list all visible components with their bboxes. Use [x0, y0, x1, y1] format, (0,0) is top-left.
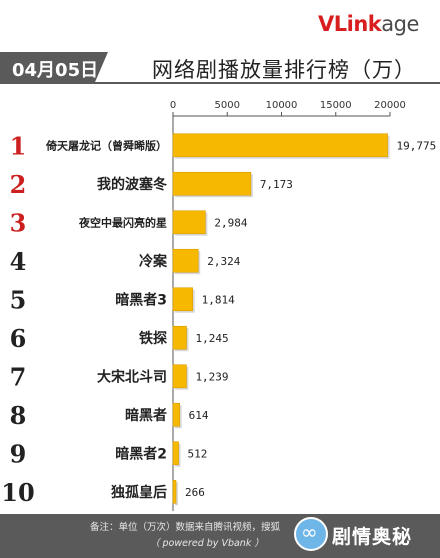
category-label: 冷案: [139, 253, 168, 270]
bar-shadow: [175, 482, 178, 506]
rank-number: 1: [10, 131, 27, 160]
x-tick-label: 5000: [215, 100, 240, 111]
rank-number: 3: [10, 208, 27, 237]
category-label: 铁探: [139, 330, 167, 347]
value-label: 614: [189, 409, 209, 422]
bar-chart: 0 5000 10000 15000 20000 1 倚天屠龙记（曾舜晞版） 19,775 2 我…: [1, 100, 437, 511]
category-label: 我的波塞冬: [97, 176, 167, 193]
date-label: 04月05日: [12, 60, 99, 81]
footer-note: 备注：单位（万次）数据来自腾讯视频，搜狐: [90, 522, 281, 533]
value-label: 2,984: [214, 216, 247, 229]
category-label: 暗黑者3: [115, 291, 167, 308]
value-label: 19,775: [397, 139, 437, 152]
footer-credit: （ powered by Vbank ）: [150, 538, 264, 549]
logo-age: age: [381, 12, 419, 36]
watermark-text: 剧情奥秘: [332, 526, 413, 548]
category-label: 夜空中最闪亮的星: [78, 215, 167, 229]
x-tick-label: 15000: [320, 100, 352, 111]
value-label: 7,173: [260, 178, 293, 191]
bar: [172, 210, 206, 235]
value-label: 1,239: [195, 370, 228, 383]
category-label: 大宋北斗司: [97, 368, 167, 385]
bar: [172, 133, 388, 158]
bar: [172, 402, 180, 427]
category-label: 暗黑者2: [115, 445, 167, 462]
x-tick-label: 0: [170, 100, 176, 111]
header-divider: [0, 82, 440, 84]
category-label: 独孤皇后: [111, 484, 167, 501]
x-tick-label: 20000: [374, 100, 406, 111]
bar: [172, 325, 187, 350]
rank-number: 10: [1, 478, 34, 507]
category-label: 暗黑者: [125, 407, 167, 424]
bar: [172, 441, 179, 466]
bar: [172, 248, 199, 273]
value-label: 512: [188, 447, 208, 460]
rank-number: 8: [10, 401, 27, 430]
rank-number: 7: [10, 362, 27, 391]
logo-link: Link: [333, 12, 382, 36]
infinity-icon: ∞: [301, 520, 318, 544]
x-tick-label: 10000: [266, 100, 298, 111]
bar: [172, 479, 177, 504]
rank-number: 4: [10, 247, 27, 276]
vlinkage-logo: VLinkage: [318, 12, 419, 36]
rank-number: 2: [10, 170, 27, 199]
bar: [172, 171, 252, 196]
chart-title: 网络剧播放量排行榜（万）: [152, 58, 416, 82]
footer-bar: [0, 514, 440, 558]
value-label: 266: [185, 486, 205, 499]
category-label: 倚天屠龙记（曾舜晞版）: [45, 138, 167, 152]
value-label: 2,324: [207, 255, 240, 268]
rank-number: 5: [10, 285, 27, 314]
value-label: 1,245: [196, 332, 229, 345]
date-badge: 04月05日: [0, 52, 108, 82]
rank-number: 6: [10, 324, 27, 353]
watermark-badge: [294, 517, 328, 551]
logo-v: V: [318, 12, 334, 36]
value-label: 1,814: [202, 293, 235, 306]
bar: [172, 287, 193, 312]
rank-number: 9: [10, 439, 27, 468]
bar: [172, 364, 187, 389]
